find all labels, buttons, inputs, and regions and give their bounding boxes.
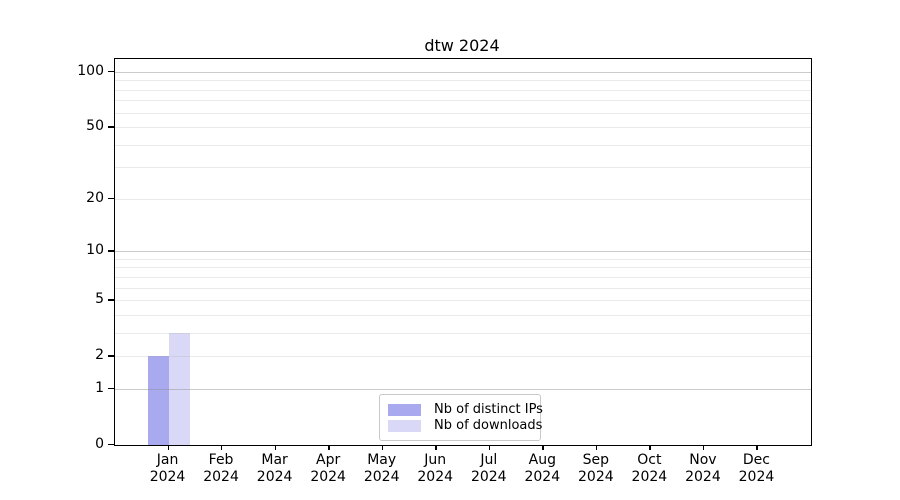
legend-entry: Nb of downloads xyxy=(388,418,542,433)
y-tick-mark xyxy=(108,299,114,301)
gridline-minor xyxy=(115,198,811,200)
gridline-minor xyxy=(115,332,811,334)
gridline-minor xyxy=(115,356,811,358)
x-tick-label: Nov 2024 xyxy=(685,452,721,485)
gridline-major xyxy=(115,72,811,73)
gridline-minor xyxy=(115,112,811,114)
legend-label: Nb of downloads xyxy=(434,418,543,433)
x-tick-mark xyxy=(381,445,384,450)
x-tick-label: Apr 2024 xyxy=(310,452,346,485)
x-tick-label: Oct 2024 xyxy=(631,452,668,485)
gridline-minor xyxy=(115,300,811,302)
x-tick-mark xyxy=(702,445,705,450)
gridline-minor xyxy=(115,144,811,146)
x-tick-label: Jan 2024 xyxy=(149,452,186,485)
x-tick-label: Aug 2024 xyxy=(524,452,561,485)
x-tick-mark xyxy=(167,445,169,450)
gridline-minor xyxy=(115,258,811,260)
gridline-minor xyxy=(115,89,811,91)
x-tick-label: Dec 2024 xyxy=(738,452,775,485)
y-tick-label: 100 xyxy=(77,63,104,79)
legend-box: Nb of distinct IPs Nb of downloads xyxy=(379,394,543,441)
x-tick-label: Sep 2024 xyxy=(578,452,614,485)
x-tick-mark xyxy=(274,445,276,450)
plot-area xyxy=(114,58,812,446)
bar-distinct-ips xyxy=(147,356,169,445)
x-tick-mark xyxy=(221,445,223,450)
legend-swatch-distinct-ips xyxy=(388,403,421,416)
y-tick-mark xyxy=(108,197,114,200)
legend-entry: Nb of distinct IPs xyxy=(388,402,543,417)
gridline-minor xyxy=(115,167,811,169)
gridline-minor xyxy=(115,314,811,316)
legend-swatch-downloads xyxy=(388,419,421,432)
bar-downloads xyxy=(168,332,190,445)
x-tick-mark xyxy=(595,445,598,450)
gridline-minor xyxy=(115,276,811,278)
y-tick-label: 0 xyxy=(95,436,104,452)
x-tick-mark xyxy=(649,445,651,450)
x-tick-label: May 2024 xyxy=(363,452,400,485)
y-tick-label: 1 xyxy=(95,379,104,396)
x-tick-mark xyxy=(542,445,544,450)
gridline-major xyxy=(115,388,811,390)
gridline-minor xyxy=(115,80,811,82)
y-tick-mark xyxy=(108,355,114,357)
gridline-minor xyxy=(115,287,811,289)
x-tick-mark xyxy=(328,445,330,450)
x-tick-label: Feb 2024 xyxy=(203,452,239,485)
y-tick-mark xyxy=(108,250,114,252)
x-tick-label: Mar 2024 xyxy=(256,452,293,485)
x-tick-label: Jul 2024 xyxy=(470,452,507,485)
chart-title: dtw 2024 xyxy=(424,36,500,55)
y-tick-label: 5 xyxy=(95,291,104,308)
gridline-minor xyxy=(115,267,811,269)
gridline-minor xyxy=(115,127,811,129)
x-tick-mark xyxy=(756,445,758,450)
gridline-minor xyxy=(115,100,811,102)
y-tick-label: 10 xyxy=(86,242,104,259)
y-tick-mark xyxy=(108,126,114,128)
x-tick-label: Jun 2024 xyxy=(417,452,454,485)
y-tick-mark xyxy=(108,387,114,390)
gridline-major xyxy=(115,251,811,253)
x-tick-mark xyxy=(435,445,437,450)
y-tick-mark xyxy=(108,444,114,446)
y-tick-label: 20 xyxy=(86,189,104,206)
y-tick-label: 2 xyxy=(95,347,104,364)
x-tick-mark xyxy=(488,445,491,450)
legend-label: Nb of distinct IPs xyxy=(434,402,543,417)
y-tick-mark xyxy=(108,71,114,73)
y-tick-label: 50 xyxy=(86,118,104,135)
